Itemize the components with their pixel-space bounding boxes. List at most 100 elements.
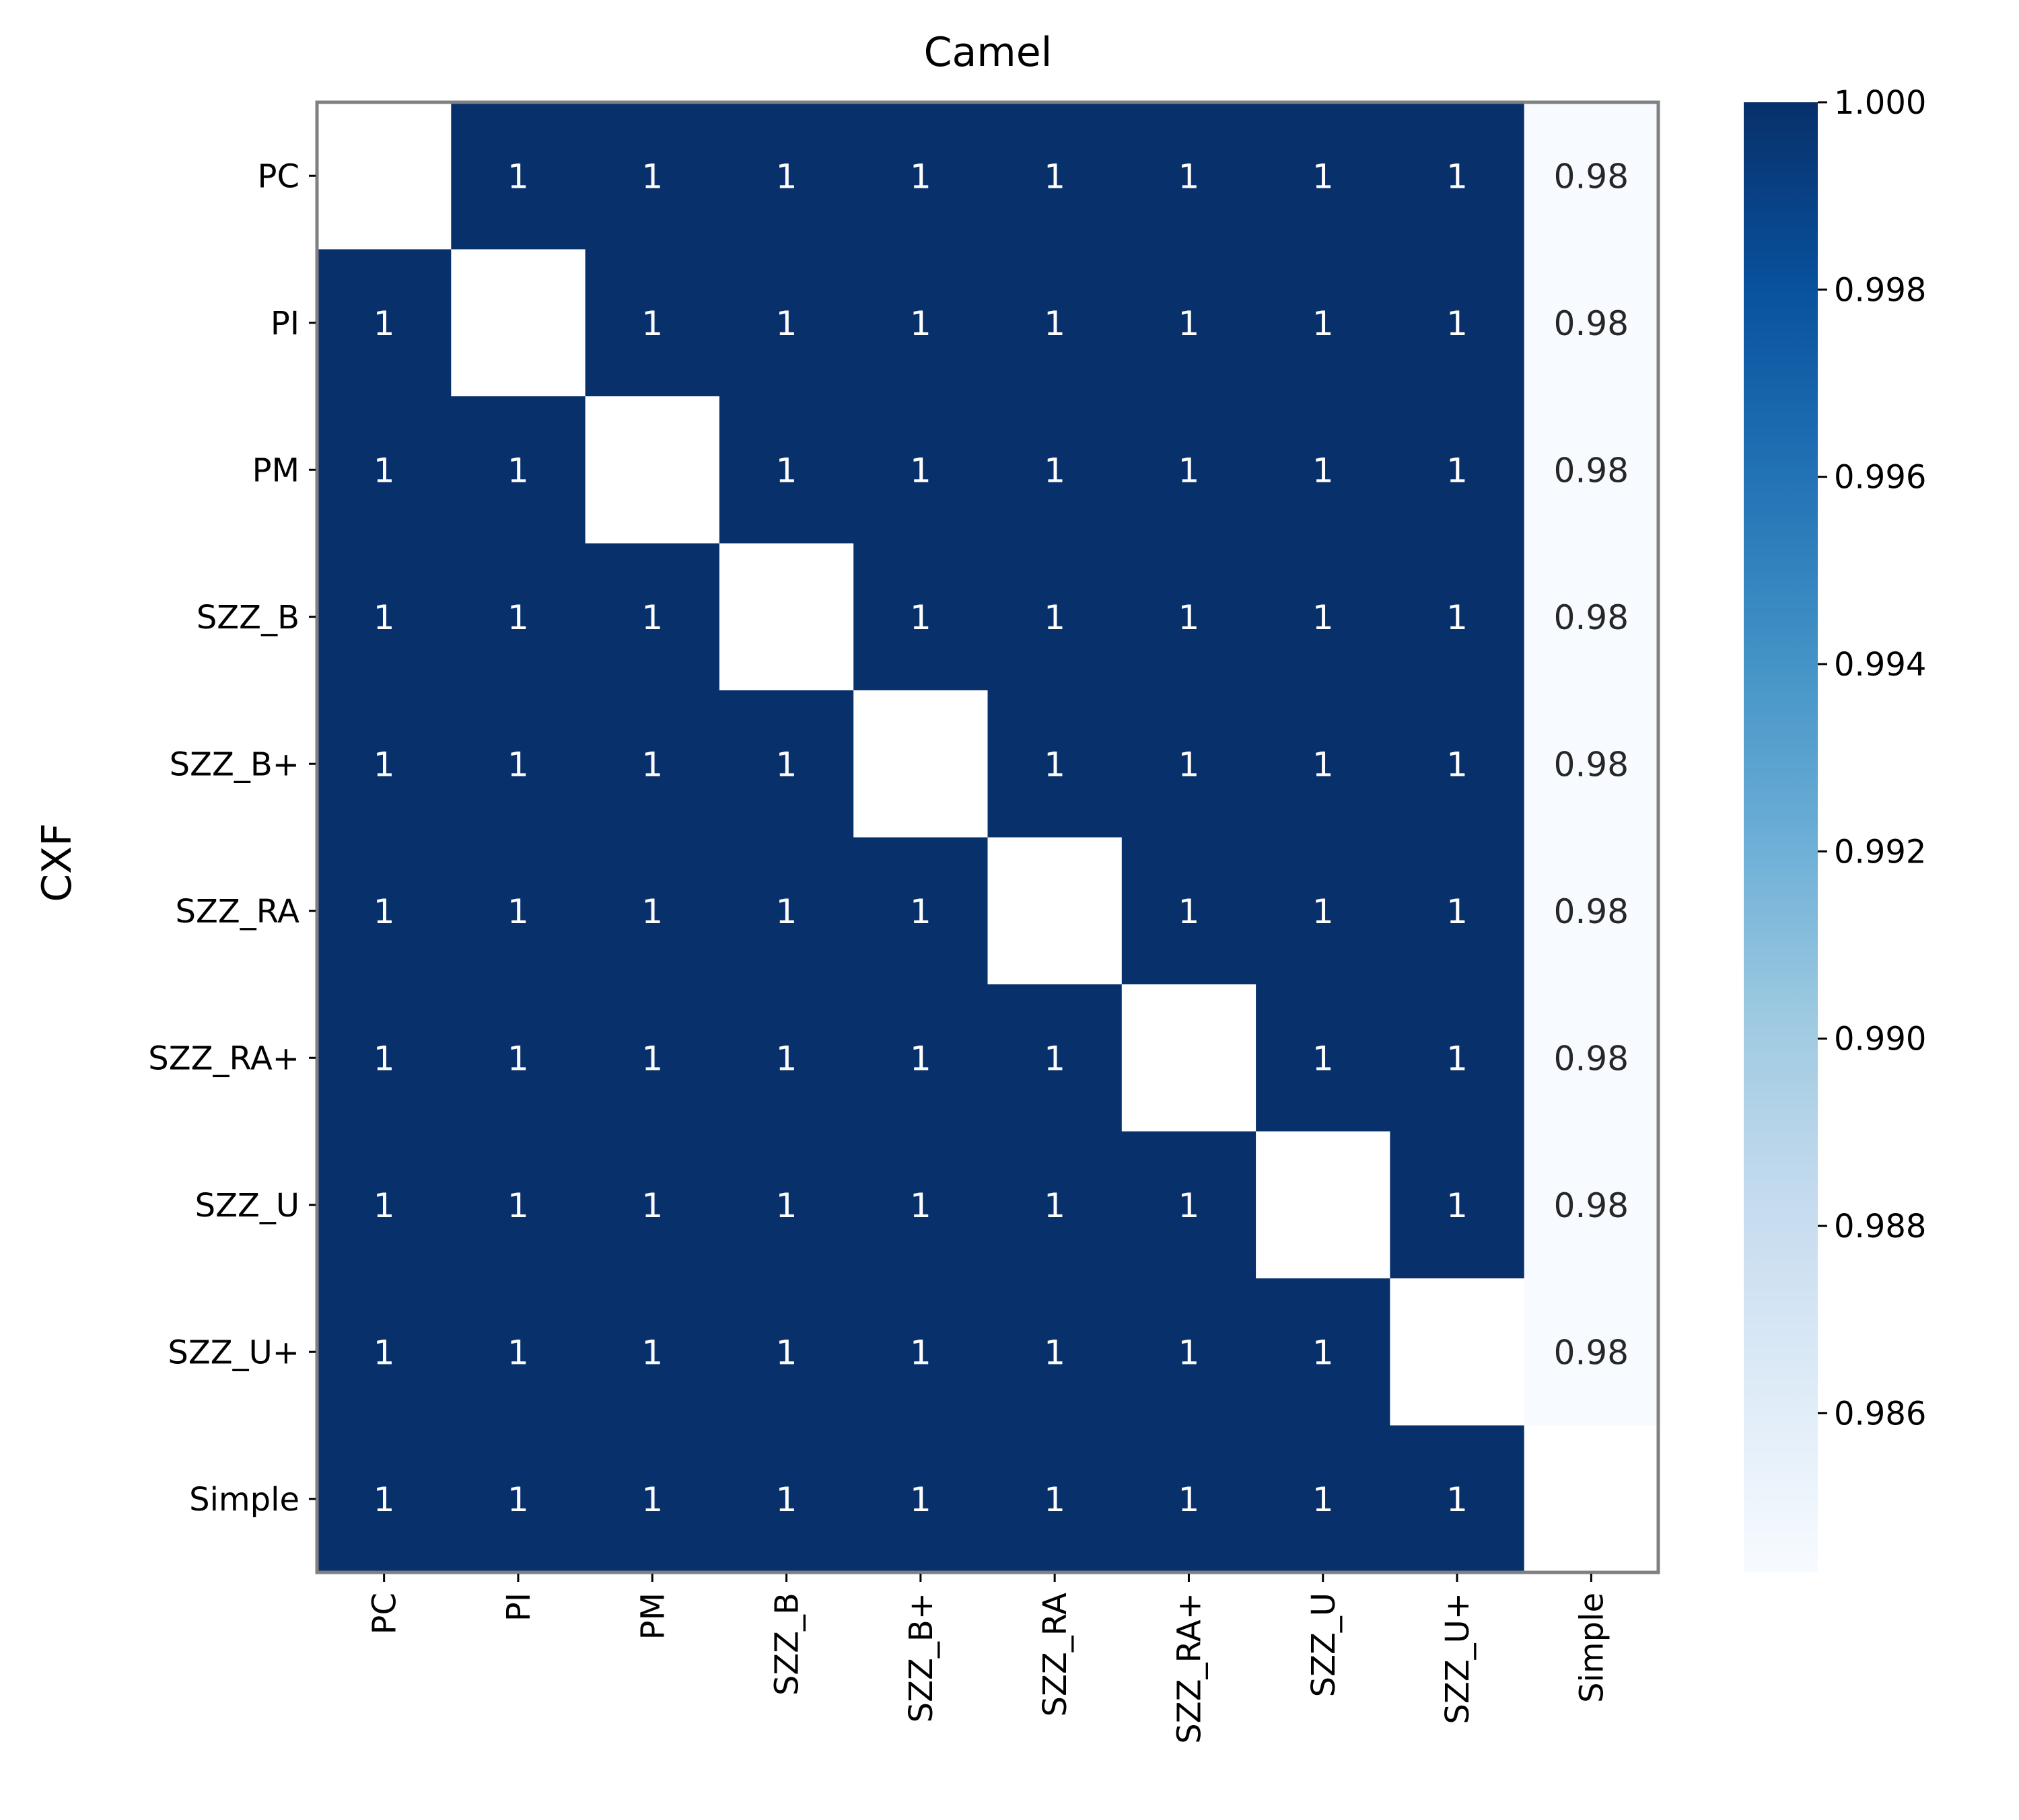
heatmap-cell	[317, 249, 452, 397]
heatmap-cell	[317, 396, 452, 544]
heatmap-cell	[1256, 249, 1390, 397]
cell-annotation: 1	[1044, 598, 1065, 637]
cell-annotation: 1	[1446, 745, 1468, 784]
cell-annotation: 1	[910, 1333, 931, 1372]
heatmap-cell	[987, 249, 1123, 397]
cell-annotation: 1	[1178, 745, 1200, 784]
heatmap-cell	[719, 1278, 854, 1426]
cell-annotation: 1	[641, 304, 663, 343]
heatmap-cell	[987, 1425, 1123, 1573]
heatmap-cell	[1390, 1425, 1525, 1573]
cell-annotation: 1	[1446, 1480, 1468, 1519]
heatmap-cell	[1390, 690, 1525, 838]
heatmap-cell	[451, 837, 586, 985]
cell-annotation: 1	[1044, 1186, 1065, 1225]
cell-annotation: 1	[776, 451, 798, 490]
cell-annotation: 1	[1312, 1480, 1334, 1519]
heatmap-cell	[317, 984, 452, 1132]
heatmap-cell	[853, 1425, 988, 1573]
cell-annotation: 1	[910, 1480, 931, 1519]
heatmap-cell	[1121, 543, 1256, 691]
cell-annotation: 1	[374, 1333, 395, 1372]
heatmap-cell	[1524, 102, 1659, 250]
heatmap-cell	[1390, 1131, 1525, 1279]
heatmap-cell	[987, 837, 1123, 985]
heatmap-cell	[317, 1131, 452, 1279]
heatmap-cell	[1121, 249, 1256, 397]
heatmap-cell	[317, 837, 452, 985]
cell-annotation: 1	[374, 598, 395, 637]
cell-annotation: 1	[1312, 1039, 1334, 1078]
cell-annotation: 1	[776, 745, 798, 784]
cell-annotation: 1	[776, 892, 798, 931]
heatmap-cell	[1524, 984, 1659, 1132]
cell-annotation: 1	[776, 1333, 798, 1372]
heatmap-cell	[853, 102, 988, 250]
cell-annotation: 1	[641, 1039, 663, 1078]
cell-annotation: 1	[374, 1186, 395, 1225]
plot-frame	[315, 100, 1660, 1574]
cell-annotation: 1	[910, 1186, 931, 1225]
heatmap-cell	[987, 984, 1123, 1132]
heatmap-cell	[987, 396, 1123, 544]
cell-annotation: 1	[374, 451, 395, 490]
heatmap-cell	[451, 1425, 586, 1573]
cell-annotation: 0.98	[1554, 451, 1629, 490]
x-axis-ticks: PC PI PM SZZ_B SZZ_B+ SZZ_RA SZZ_RA+ SZZ_U SZZ_U…	[366, 1574, 1610, 1744]
x-tick-label: Simple	[1573, 1593, 1610, 1703]
heatmap-cell	[1524, 1131, 1659, 1279]
colorbar-tick-label: 0.998	[1834, 271, 1926, 309]
y-tick-label: SZZ_B	[197, 599, 299, 636]
cell-annotation: 1	[641, 598, 663, 637]
cell-annotation: 1	[1044, 1480, 1065, 1519]
cell-annotation: 1	[374, 304, 395, 343]
heatmap-cell	[1121, 396, 1256, 544]
heatmap-cell	[585, 102, 720, 250]
cell-annotation: 1	[1312, 745, 1334, 784]
y-tick-label: SZZ_B+	[170, 745, 299, 783]
heatmap-cell	[719, 690, 854, 838]
cell-annotation: 1	[1446, 1186, 1468, 1225]
colorbar-tick-label: 0.988	[1834, 1208, 1926, 1245]
heatmap-cell	[451, 690, 586, 838]
cell-annotation: 1	[776, 157, 798, 196]
x-tick-label: PM	[634, 1593, 672, 1640]
heatmap-cell	[1524, 249, 1659, 397]
heatmap-cell	[1121, 1131, 1256, 1279]
cell-annotation: 1	[374, 1039, 395, 1078]
heatmap-cell	[719, 837, 854, 985]
heatmap-cell	[987, 102, 1123, 250]
colorbar-tick-label: 0.992	[1834, 833, 1926, 871]
cell-annotation: 1	[1178, 1333, 1200, 1372]
heatmap-cell	[987, 1278, 1123, 1426]
cell-annotation: 1	[910, 304, 931, 343]
heatmap-cell	[853, 543, 988, 691]
heatmap-cell	[585, 543, 720, 691]
heatmap-cell	[585, 837, 720, 985]
heatmap-cell	[719, 102, 854, 250]
cell-annotation: 1	[1312, 304, 1334, 343]
heatmap-cell	[1256, 1425, 1390, 1573]
cell-annotation: 1	[1178, 892, 1200, 931]
y-tick-label: PC	[258, 157, 299, 195]
cell-annotation: 1	[641, 1333, 663, 1372]
heatmap-cell	[1121, 837, 1256, 985]
heatmap-cell	[317, 1278, 452, 1426]
heatmap-cell	[1390, 837, 1525, 985]
cell-annotation: 1	[507, 892, 529, 931]
cell-annotation: 0.98	[1554, 304, 1629, 343]
heatmap-cell	[987, 543, 1123, 691]
heatmap-cell	[1524, 1278, 1659, 1426]
heatmap-cell	[853, 837, 988, 985]
cell-annotation: 1	[1178, 157, 1200, 196]
y-axis-ticks: PC PI PM SZZ_B SZZ_B+ SZZ_RA SZZ_RA+ SZZ_U SZZ_U…	[148, 157, 316, 1519]
heatmap-cell	[317, 690, 452, 838]
cell-annotation: 1	[1446, 892, 1468, 931]
heatmap-cell	[317, 543, 452, 691]
cell-annotation: 0.98	[1554, 892, 1629, 931]
colorbar-tick-label: 0.986	[1834, 1395, 1926, 1432]
heatmap-cell	[1524, 396, 1659, 544]
heatmap-cell	[719, 1425, 854, 1573]
heatmap-cell	[451, 1131, 586, 1279]
heatmap-cell	[1524, 690, 1659, 838]
